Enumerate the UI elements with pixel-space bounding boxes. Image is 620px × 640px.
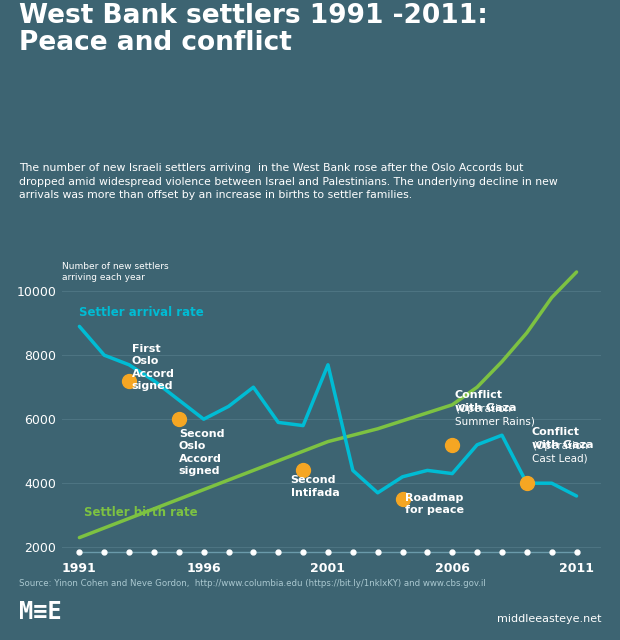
Text: Second
Intifada: Second Intifada [291,475,339,498]
Text: Source: Yinon Cohen and Neve Gordon,  http://www.columbia.edu (https://bit.ly/1n: Source: Yinon Cohen and Neve Gordon, htt… [19,579,485,588]
Text: (Operation
Cast Lead): (Operation Cast Lead) [532,440,588,463]
Text: Number of new settlers
arriving each year: Number of new settlers arriving each yea… [62,262,169,282]
Text: The number of new Israeli settlers arriving  in the West Bank rose after the Osl: The number of new Israeli settlers arriv… [19,163,557,200]
Text: First
Oslo
Accord
signed: First Oslo Accord signed [131,344,174,391]
Text: Settler birth rate: Settler birth rate [84,506,198,518]
Text: (Operation
Summer Rains): (Operation Summer Rains) [454,404,534,426]
Text: West Bank settlers 1991 -2011:
Peace and conflict: West Bank settlers 1991 -2011: Peace and… [19,3,487,56]
Text: Settler arrival rate: Settler arrival rate [79,305,204,319]
Text: M≡E: M≡E [19,600,61,624]
Text: Roadmap
for peace: Roadmap for peace [405,493,464,515]
Text: Second
Oslo
Accord
signed: Second Oslo Accord signed [179,429,224,476]
Text: middleeasteye.net: middleeasteye.net [497,614,601,624]
Text: Conflict
with Gaza: Conflict with Gaza [454,390,516,413]
Text: Conflict
with Gaza: Conflict with Gaza [532,428,593,449]
